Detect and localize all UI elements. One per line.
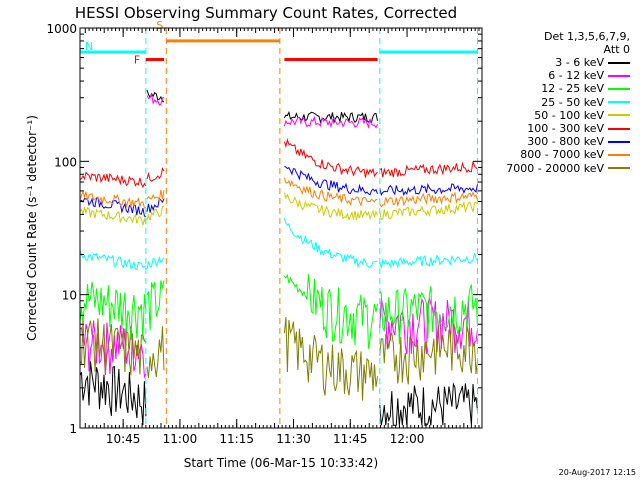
legend-swatch — [608, 101, 630, 104]
series-line-7000-20000-kev — [146, 326, 165, 379]
legend-entry: 300 - 800 keV — [480, 135, 630, 148]
legend-header-2: Att 0 — [603, 43, 630, 56]
x-tick-label: 12:00 — [390, 432, 425, 446]
series-line-6-12-kev — [283, 115, 378, 129]
y-axis-label: Corrected Count Rate (s⁻¹ detector⁻¹) — [25, 115, 39, 341]
series-line-100-300-kev — [79, 171, 147, 189]
series-line-100-300-kev — [283, 138, 378, 178]
y-tick-label: 100 — [54, 155, 77, 169]
series-line-12-25-kev — [146, 280, 165, 331]
legend-swatch — [608, 167, 630, 170]
legend-entry: 25 - 50 keV — [480, 96, 630, 109]
series-line-12-25-kev — [284, 273, 378, 349]
series-line-3-6-kev — [146, 89, 165, 103]
legend-label: 25 - 50 keV — [541, 95, 604, 109]
series-line-7000-20000-kev — [379, 323, 478, 385]
series-line-300-800-kev — [284, 165, 378, 196]
series-line-50-100-kev — [379, 200, 478, 220]
series-line-800-7000-kev — [283, 177, 378, 207]
series-line-12-25-kev — [79, 281, 147, 341]
legend-swatch — [608, 61, 630, 64]
x-tick-label: 11:00 — [163, 432, 198, 446]
x-tick-label: 10:45 — [106, 432, 141, 446]
annotation-s: S — [156, 19, 163, 32]
legend-swatch — [608, 140, 630, 143]
legend-label: 7000 - 20000 keV — [506, 161, 604, 175]
series-line-300-800-kev — [146, 197, 165, 213]
legend-swatch — [608, 127, 630, 130]
legend-label: 800 - 7000 keV — [520, 148, 604, 162]
series-line-25-50-kev — [283, 217, 378, 269]
x-tick-label: 11:45 — [333, 432, 368, 446]
x-axis-label: Start Time (06-Mar-15 10:33:42) — [184, 456, 378, 470]
series-line-800-7000-kev — [79, 190, 146, 209]
legend-header-1: Det 1,3,5,6,7,9, — [543, 30, 630, 43]
legend-swatch — [608, 74, 630, 77]
series-line-6-12-kev — [79, 320, 147, 379]
series-line-50-100-kev — [146, 205, 165, 221]
series-line-25-50-kev — [79, 250, 147, 271]
series-line-25-50-kev — [146, 256, 165, 270]
chart-title: HESSI Observing Summary Count Rates, Cor… — [75, 4, 457, 22]
legend-entry: 6 - 12 keV — [480, 69, 630, 82]
legend-entry: 800 - 7000 keV — [480, 148, 630, 161]
legend-entries: 3 - 6 keV 6 - 12 keV 12 - 25 keV 25 - 50 ke… — [480, 56, 630, 175]
legend-label: 12 - 25 keV — [541, 82, 604, 96]
y-tick-label: 1 — [69, 422, 77, 436]
footer-timestamp: 20-Aug-2017 12:15 — [558, 468, 636, 477]
annotation-n: N — [85, 40, 93, 53]
legend-label: 6 - 12 keV — [548, 69, 604, 83]
y-axis: 1 10 100 1000 — [46, 22, 482, 436]
series-curves — [79, 89, 478, 426]
y-tick-label: 1000 — [46, 22, 77, 36]
legend-label: 50 - 100 keV — [534, 108, 604, 122]
annotation-f: F — [134, 54, 140, 67]
legend-label: 3 - 6 keV — [555, 56, 604, 70]
legend-entry: 12 - 25 keV — [480, 82, 630, 95]
legend-label: 300 - 800 keV — [527, 135, 604, 149]
series-line-800-7000-kev — [146, 189, 165, 203]
plot-frame — [79, 27, 483, 429]
series-line-6-12-kev — [379, 296, 478, 355]
x-tick-label: 11:30 — [276, 432, 311, 446]
series-line-100-300-kev — [146, 167, 165, 182]
y-tick-label: 10 — [62, 289, 77, 303]
series-line-12-25-kev — [379, 284, 478, 345]
series-line-3-6-kev — [379, 382, 478, 426]
series-line-800-7000-kev — [379, 191, 478, 208]
series-line-7000-20000-kev — [79, 318, 147, 376]
series-line-3-6-kev — [79, 361, 147, 426]
series-line-6-12-kev — [146, 92, 165, 106]
legend-label: 100 - 300 keV — [527, 122, 604, 136]
legend-swatch — [608, 114, 630, 117]
legend-swatch — [608, 87, 630, 90]
series-line-300-800-kev — [379, 183, 478, 197]
series-line-50-100-kev — [283, 192, 378, 222]
legend-entry: 7000 - 20000 keV — [480, 162, 630, 175]
series-line-25-50-kev — [379, 252, 478, 269]
legend-entry: 3 - 6 keV — [480, 56, 630, 69]
legend: Det 1,3,5,6,7,9, Att 0 3 - 6 keV 6 - 12 k… — [480, 30, 630, 175]
legend-entry: 50 - 100 keV — [480, 109, 630, 122]
x-axis: 10:45 11:00 11:15 11:30 11:45 12:00 — [84, 28, 480, 446]
series-line-7000-20000-kev — [283, 316, 378, 401]
series-line-300-800-kev — [79, 196, 147, 218]
series-line-50-100-kev — [79, 206, 147, 226]
annotations: F S N — [80, 19, 478, 428]
legend-entry: 100 - 300 keV — [480, 122, 630, 135]
x-tick-label: 11:15 — [219, 432, 254, 446]
legend-swatch — [608, 153, 630, 156]
series-line-100-300-kev — [379, 161, 478, 178]
